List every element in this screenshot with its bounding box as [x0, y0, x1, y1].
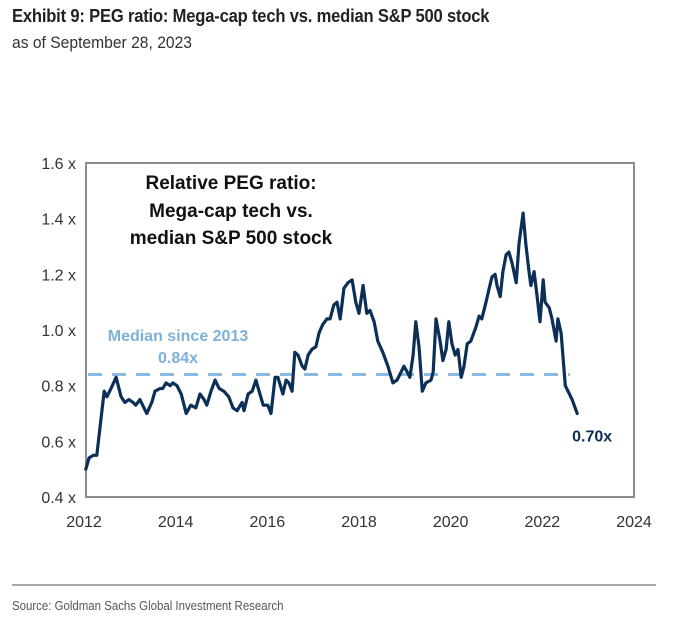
source-note: Source: Goldman Sachs Global Investment … — [12, 598, 284, 613]
plot-frame — [85, 162, 635, 498]
y-tick-label: 1.4 x — [41, 212, 76, 229]
x-tick-label: 2020 — [433, 514, 469, 531]
y-tick-label: 1.6 x — [41, 156, 76, 173]
x-tick-label: 2014 — [158, 514, 194, 531]
y-tick-label: 1.0 x — [41, 323, 76, 340]
x-tick-label: 2018 — [341, 514, 377, 531]
x-tick-label: 2022 — [525, 514, 561, 531]
footer-divider — [12, 584, 656, 586]
inset-title-line-2: Mega-cap tech vs. — [149, 201, 313, 222]
median-label: Median since 2013 — [108, 328, 249, 345]
exhibit-title: Exhibit 9: PEG ratio: Mega-cap tech vs. … — [12, 6, 490, 26]
data-points — [85, 213, 578, 470]
inset-title-line-3: median S&P 500 stock — [130, 228, 333, 249]
x-tick-label: 2024 — [616, 514, 652, 531]
x-tick-label: 2016 — [250, 514, 286, 531]
y-tick-label: 0.4 x — [41, 490, 76, 507]
latest-value-label: 0.70x — [572, 429, 612, 446]
x-tick-label: 2012 — [66, 514, 102, 531]
median-value-label: 0.84x — [158, 350, 198, 367]
x-axis-ticks: 2012 2014 2016 2018 2020 2022 2024 — [66, 514, 652, 531]
inset-title-line-1: Relative PEG ratio: — [145, 173, 316, 194]
exhibit-subtitle: as of September 28, 2023 — [12, 33, 192, 52]
y-tick-label: 0.6 x — [41, 434, 76, 451]
y-tick-label: 0.8 x — [41, 379, 76, 396]
y-tick-label: 1.2 x — [41, 267, 76, 284]
y-axis-ticks: 0.4 x 0.6 x 0.8 x 1.0 x 1.2 x 1.4 x 1.6 x — [41, 156, 76, 507]
